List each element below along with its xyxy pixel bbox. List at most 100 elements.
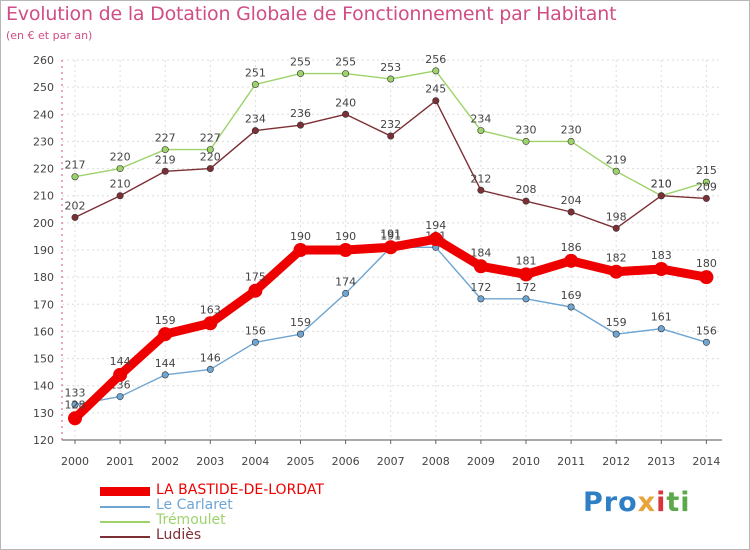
data-point: [161, 167, 169, 175]
data-label: 255: [290, 56, 311, 69]
data-point: [609, 264, 624, 279]
x-tick-label: 2009: [467, 455, 495, 468]
data-label: 159: [606, 316, 627, 329]
data-label: 227: [155, 132, 176, 145]
data-point: [477, 127, 485, 135]
data-point: [338, 243, 353, 257]
data-point: [116, 192, 124, 200]
logo-part-3: i: [656, 487, 667, 518]
data-point: [293, 243, 308, 257]
data-label: 181: [516, 254, 537, 267]
data-label: 212: [470, 172, 491, 185]
data-point: [342, 110, 350, 118]
data-point: [203, 316, 218, 331]
legend-label-le-carlaret: Le Carlaret: [156, 497, 233, 513]
data-point: [432, 67, 440, 75]
data-label: 184: [470, 246, 491, 259]
data-label: 159: [290, 316, 311, 329]
y-tick-label: 200: [33, 217, 54, 230]
data-label: 219: [155, 153, 176, 166]
data-label: 236: [290, 107, 311, 120]
data-point: [702, 338, 710, 346]
data-label: 232: [380, 118, 401, 131]
data-point: [477, 295, 485, 303]
legend-swatch-la-bastide: [100, 487, 150, 496]
data-point: [206, 146, 214, 154]
y-tick-label: 180: [33, 271, 54, 284]
data-label: 215: [696, 164, 717, 177]
data-label: 240: [335, 96, 356, 109]
data-point: [702, 194, 710, 202]
data-point: [612, 167, 620, 175]
data-label: 191: [380, 227, 401, 240]
data-point: [567, 137, 575, 145]
data-label: 156: [696, 324, 717, 337]
data-point: [158, 327, 173, 342]
y-tick-label: 130: [33, 407, 54, 420]
data-point: [522, 197, 530, 205]
data-label: 161: [651, 311, 672, 324]
y-tick-label: 210: [33, 190, 54, 203]
data-label: 159: [155, 314, 176, 327]
data-point: [296, 121, 304, 129]
data-label: 182: [606, 252, 627, 265]
data-label: 146: [200, 351, 221, 364]
x-tick-label: 2006: [332, 455, 360, 468]
y-tick-label: 170: [33, 298, 54, 311]
x-tick-label: 2007: [377, 455, 405, 468]
series-la-bastide-de-lordat: 128 144 159 163 175 190 190 191 194 184 181 186 182 1…: [65, 219, 717, 426]
data-point: [612, 330, 620, 338]
x-tick-label: 2004: [241, 455, 269, 468]
data-label: 234: [245, 113, 266, 126]
data-point: [567, 303, 575, 311]
legend-swatch-tremoulet: [100, 521, 150, 523]
logo-part-2: x: [637, 487, 657, 518]
data-point: [251, 127, 259, 135]
data-label: 220: [200, 151, 221, 164]
data-point: [116, 165, 124, 173]
y-tick-label: 120: [33, 434, 54, 447]
data-point: [296, 330, 304, 338]
logo-part-1: Pro: [583, 487, 638, 518]
data-point: [71, 173, 79, 181]
data-label: 204: [561, 194, 582, 207]
legend-swatch-le-carlaret: [100, 506, 150, 508]
data-label: 245: [425, 83, 446, 96]
y-tick-label: 190: [33, 244, 54, 257]
data-label: 190: [290, 230, 311, 243]
data-point: [477, 186, 485, 194]
x-tick-label: 2000: [61, 455, 89, 468]
series-ludi-s: 202 210 219 220 234 236 240 232 245 212 208 204 198 2…: [65, 83, 717, 232]
data-label: 194: [425, 219, 446, 232]
data-point: [113, 367, 128, 382]
data-label: 198: [606, 210, 627, 223]
x-tick-label: 2013: [647, 455, 675, 468]
y-tick-label: 250: [33, 81, 54, 94]
data-label: 190: [335, 230, 356, 243]
x-tick-label: 2011: [557, 455, 585, 468]
data-point: [432, 97, 440, 105]
data-point: [342, 70, 350, 78]
y-tick-label: 240: [33, 108, 54, 121]
data-label: 234: [470, 113, 491, 126]
data-label: 175: [245, 271, 266, 284]
x-tick-label: 2014: [692, 455, 720, 468]
y-tick-label: 260: [33, 54, 54, 67]
data-point: [161, 371, 169, 379]
x-tick-label: 2008: [422, 455, 450, 468]
data-point: [71, 213, 79, 221]
chart-title: Evolution de la Dotation Globale de Fonc…: [6, 3, 617, 25]
y-tick-label: 150: [33, 353, 54, 366]
data-point: [248, 283, 263, 298]
legend-label-ludies: Ludiès: [156, 527, 202, 543]
data-label: 209: [696, 180, 717, 193]
data-label: 169: [561, 289, 582, 302]
data-point: [296, 70, 304, 78]
data-point: [473, 259, 488, 274]
data-point: [161, 146, 169, 154]
data-label: 144: [155, 357, 176, 370]
data-label: 230: [561, 123, 582, 136]
data-label: 255: [335, 56, 356, 69]
data-point: [657, 325, 665, 333]
